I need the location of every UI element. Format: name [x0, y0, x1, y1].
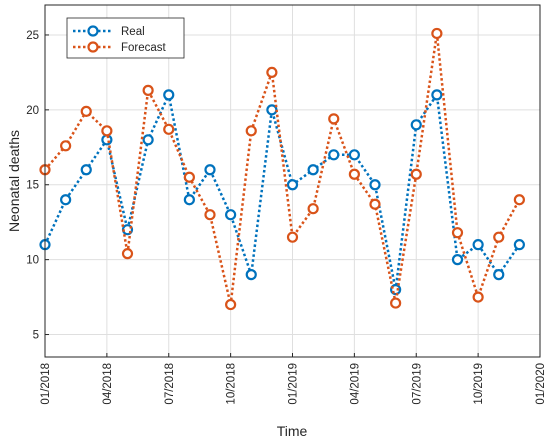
data-point-real [245, 269, 257, 281]
x-tick-label: 04/2019 [349, 363, 361, 405]
y-axis-label: Neonatal deaths [6, 130, 22, 232]
y-tick-label: 15 [26, 180, 39, 192]
series-layer [39, 27, 525, 311]
y-tick-label: 5 [33, 330, 39, 342]
legend-marker-forecast [87, 41, 99, 53]
data-point-forecast [80, 105, 92, 117]
legend: Real Forecast [66, 17, 185, 59]
legend-label-forecast: Forecast [121, 42, 167, 54]
legend-label-real: Real [121, 26, 145, 38]
data-point-forecast [431, 27, 443, 40]
data-point-real [225, 209, 237, 221]
legend-marker-real [87, 25, 99, 37]
plot-frame [44, 4, 541, 358]
x-axis-ticks: 01/2018 04/2018 07/2018 10/2018 01/2019 04/20… [40, 353, 547, 405]
data-point-forecast [245, 125, 257, 137]
data-point-real [80, 164, 92, 176]
data-point-forecast [60, 140, 72, 152]
data-point-real [451, 254, 464, 266]
data-point-forecast [101, 125, 113, 137]
data-point-forecast [348, 168, 360, 180]
x-tick-label: 04/2018 [102, 363, 114, 405]
data-point-real [307, 164, 319, 176]
data-point-real [369, 179, 381, 191]
data-point-forecast [286, 231, 299, 243]
data-point-forecast [121, 248, 134, 260]
data-point-forecast [513, 194, 525, 206]
data-point-forecast [142, 84, 154, 96]
x-axis-label: Time [277, 423, 308, 439]
x-tick-label: 07/2018 [164, 363, 176, 405]
data-point-real [183, 194, 195, 206]
y-axis-ticks: 5 10 15 20 25 [26, 30, 49, 342]
data-point-forecast [204, 209, 216, 221]
x-tick-label: 01/2019 [288, 363, 300, 405]
series-line-forecast [44, 33, 521, 305]
x-tick-label: 01/2020 [535, 363, 547, 405]
data-point-forecast [390, 297, 402, 309]
data-point-forecast [183, 171, 195, 183]
data-point-real [286, 179, 299, 191]
data-point-real [410, 119, 422, 131]
data-point-real [493, 269, 505, 281]
data-point-real [513, 239, 525, 251]
data-point-real [472, 239, 484, 251]
data-point-forecast [225, 298, 237, 311]
x-tick-label: 01/2018 [40, 363, 52, 405]
data-point-forecast [307, 203, 319, 215]
data-point-real [328, 149, 340, 161]
data-point-forecast [328, 113, 340, 125]
data-point-forecast [451, 227, 464, 239]
y-tick-label: 20 [26, 105, 39, 117]
data-point-real [204, 164, 216, 176]
series-line-real [43, 90, 521, 290]
data-point-forecast [369, 198, 381, 210]
data-point-forecast [163, 123, 175, 135]
x-tick-label: 07/2019 [411, 363, 423, 405]
data-point-forecast [472, 291, 484, 303]
y-tick-label: 25 [26, 30, 39, 42]
y-tick-label: 10 [26, 255, 39, 267]
x-tick-label: 10/2018 [226, 363, 238, 405]
data-point-real [60, 194, 72, 206]
data-point-real [142, 134, 154, 146]
legend-box [66, 17, 185, 59]
data-point-forecast [493, 231, 505, 243]
x-tick-label: 10/2019 [473, 363, 485, 405]
data-point-real [431, 89, 443, 101]
data-point-real [163, 89, 175, 101]
data-point-forecast [410, 168, 422, 180]
data-point-real [348, 149, 360, 161]
data-point-forecast [266, 66, 278, 79]
